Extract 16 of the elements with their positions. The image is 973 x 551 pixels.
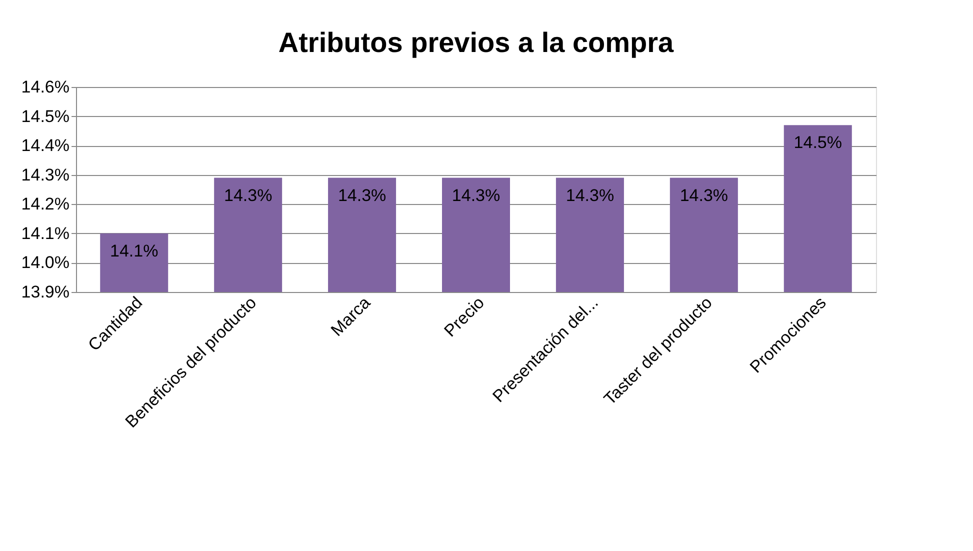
y-tick-label: 13.9% xyxy=(21,282,70,302)
y-tick-label: 14.3% xyxy=(21,165,70,184)
data-label: 14.3% xyxy=(224,186,272,205)
data-label: 14.3% xyxy=(566,186,614,205)
y-tick-label: 14.4% xyxy=(21,136,70,156)
data-label: 14.3% xyxy=(452,186,500,205)
y-tick-label: 14.1% xyxy=(21,224,70,243)
data-label: 14.5% xyxy=(794,133,842,152)
y-tick-label: 14.2% xyxy=(21,194,70,214)
y-tick-label: 14.6% xyxy=(21,78,70,96)
data-label: 14.3% xyxy=(338,186,386,205)
data-label: 14.3% xyxy=(680,186,728,205)
y-tick-label: 14.5% xyxy=(21,106,70,126)
chart-title: Atributos previos a la compra xyxy=(278,27,674,58)
data-label: 14.1% xyxy=(110,241,158,260)
y-tick-label: 14.0% xyxy=(21,253,70,272)
